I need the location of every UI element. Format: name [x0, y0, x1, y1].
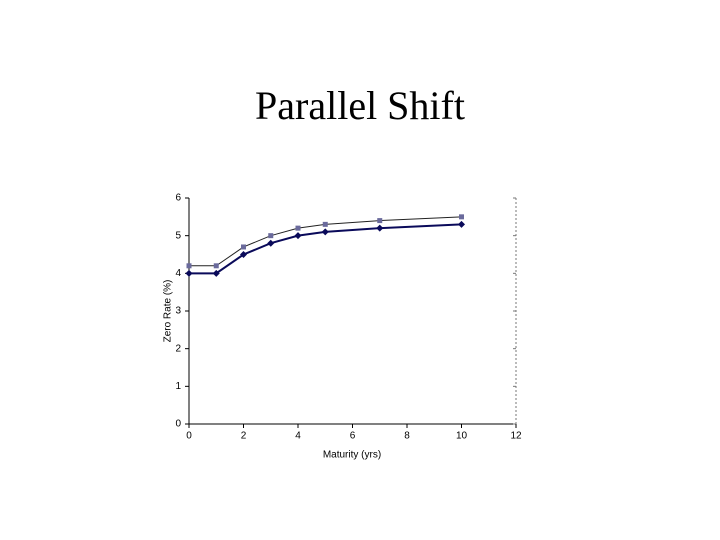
x-axis-label: Maturity (yrs) — [323, 450, 381, 461]
marker — [212, 269, 220, 277]
series-line — [189, 223, 462, 275]
marker — [295, 225, 301, 231]
x-tick-label: 6 — [350, 431, 356, 442]
x-tick-label: 2 — [241, 431, 247, 442]
y-tick-label: 0 — [175, 419, 181, 430]
y-tick-label: 1 — [175, 381, 181, 392]
x-tick-label: 10 — [456, 431, 468, 442]
marker — [459, 214, 464, 220]
marker — [322, 221, 328, 227]
marker — [185, 269, 193, 277]
marker — [213, 263, 219, 269]
y-tick-label: 6 — [175, 193, 181, 204]
y-tick-label: 4 — [175, 268, 181, 279]
marker — [458, 220, 465, 228]
marker — [376, 224, 384, 232]
y-axis-label: Zero Rate (%) — [163, 280, 174, 343]
marker — [294, 232, 302, 240]
marker — [377, 218, 383, 224]
marker — [186, 263, 192, 269]
x-tick-label: 4 — [295, 431, 301, 442]
y-tick-label: 5 — [175, 230, 181, 241]
marker — [240, 251, 247, 258]
marker — [267, 239, 275, 247]
x-tick-label: 12 — [510, 431, 522, 442]
series-line — [189, 216, 462, 267]
marker — [268, 233, 274, 239]
x-tick-label: 8 — [404, 431, 410, 442]
chart-title: Parallel Shift — [255, 83, 465, 128]
y-tick-label: 3 — [175, 306, 181, 317]
y-tick-label: 2 — [175, 343, 181, 354]
marker — [241, 244, 246, 250]
marker — [321, 228, 329, 236]
x-tick-label: 0 — [186, 431, 192, 442]
